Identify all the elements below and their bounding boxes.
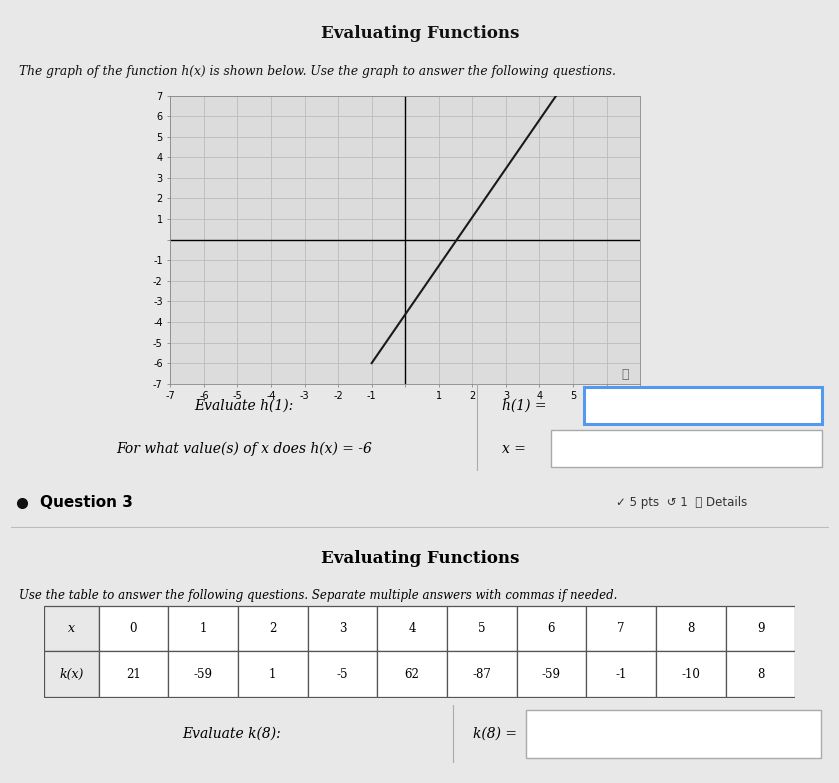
Bar — [586, 651, 656, 697]
Bar — [586, 606, 656, 651]
Text: x =: x = — [502, 442, 525, 456]
Text: 8: 8 — [757, 667, 764, 680]
Text: 9: 9 — [757, 622, 764, 636]
Text: k(x): k(x) — [60, 667, 84, 680]
Text: 1: 1 — [269, 667, 276, 680]
Bar — [98, 606, 168, 651]
Bar — [447, 606, 517, 651]
Bar — [44, 606, 98, 651]
Text: -1: -1 — [616, 667, 627, 680]
Text: 1: 1 — [200, 622, 206, 636]
Bar — [44, 651, 98, 697]
Bar — [656, 651, 726, 697]
Text: -59: -59 — [194, 667, 212, 680]
Text: -10: -10 — [681, 667, 701, 680]
Text: Evaluating Functions: Evaluating Functions — [320, 550, 519, 567]
Text: Evaluating Functions: Evaluating Functions — [320, 25, 519, 41]
Bar — [726, 651, 795, 697]
Bar — [168, 606, 238, 651]
Bar — [98, 651, 168, 697]
Bar — [308, 651, 378, 697]
Bar — [656, 606, 726, 651]
Text: 2: 2 — [269, 622, 276, 636]
Text: 5: 5 — [478, 622, 486, 636]
Text: x: x — [68, 622, 75, 636]
Text: -5: -5 — [336, 667, 348, 680]
Text: 8: 8 — [687, 622, 695, 636]
Bar — [238, 651, 308, 697]
FancyBboxPatch shape — [551, 430, 822, 467]
Text: 21: 21 — [126, 667, 141, 680]
Text: 3: 3 — [339, 622, 347, 636]
Text: 6: 6 — [548, 622, 555, 636]
FancyBboxPatch shape — [584, 387, 822, 424]
Bar — [308, 606, 378, 651]
Text: h(1) =: h(1) = — [502, 399, 546, 412]
Text: Use the table to answer the following questions. Separate multiple answers with : Use the table to answer the following qu… — [19, 589, 618, 601]
Bar — [168, 651, 238, 697]
FancyBboxPatch shape — [526, 710, 821, 758]
Text: -87: -87 — [472, 667, 491, 680]
Text: -59: -59 — [542, 667, 561, 680]
Bar — [726, 606, 795, 651]
Text: 7: 7 — [618, 622, 625, 636]
Text: The graph of the function h(x) is shown below. Use the graph to answer the follo: The graph of the function h(x) is shown … — [19, 65, 616, 78]
Bar — [517, 651, 586, 697]
Text: For what value(s) of x does h(x) = -6: For what value(s) of x does h(x) = -6 — [116, 442, 372, 456]
Bar — [447, 651, 517, 697]
Text: 1: 1 — [600, 399, 609, 412]
Text: 4: 4 — [409, 622, 416, 636]
Text: Evaluate k(8):: Evaluate k(8): — [182, 727, 281, 741]
Text: ⌕: ⌕ — [622, 368, 628, 381]
Text: 0: 0 — [129, 622, 137, 636]
Text: ✓ 5 pts  ↺ 1  ⓘ Details: ✓ 5 pts ↺ 1 ⓘ Details — [616, 496, 748, 509]
Bar — [378, 651, 447, 697]
Bar — [238, 606, 308, 651]
Text: Evaluate h(1):: Evaluate h(1): — [195, 399, 294, 412]
Bar — [378, 606, 447, 651]
Text: k(8) =: k(8) = — [473, 727, 517, 741]
Bar — [517, 606, 586, 651]
Text: Question 3: Question 3 — [39, 496, 133, 511]
Text: 62: 62 — [404, 667, 420, 680]
